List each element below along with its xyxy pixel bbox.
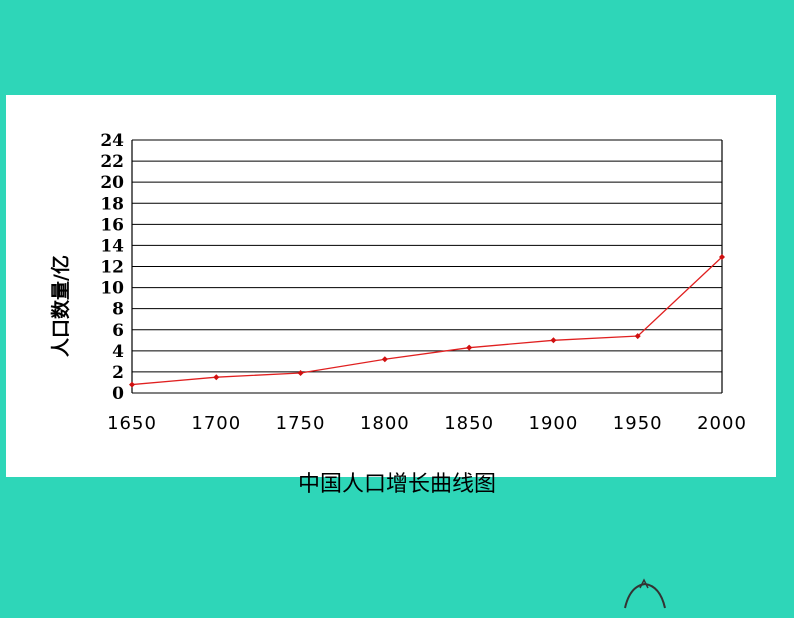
- chart-panel: 0 2 4 6 8 10 12 14 16 18 20 22 24 1650 1700 1750 1800 18…: [6, 95, 776, 477]
- data-point: [634, 333, 641, 340]
- data-point: [129, 381, 135, 388]
- x-tick-label: 1850: [444, 413, 494, 434]
- y-tick-label: 10: [100, 279, 124, 299]
- y-tick-label: 2: [112, 363, 124, 383]
- y-tick-label: 18: [100, 194, 124, 214]
- y-tick-label: 22: [100, 152, 124, 172]
- data-point: [550, 337, 557, 344]
- data-point: [381, 356, 388, 363]
- x-tick-label: 2000: [697, 413, 747, 434]
- data-point: [466, 344, 473, 351]
- data-point: [213, 374, 220, 381]
- partial-decoration-icon: [624, 578, 666, 609]
- y-tick-label: 20: [100, 173, 124, 193]
- y-tick-label: 8: [112, 300, 124, 320]
- y-tick-label: 16: [100, 215, 124, 235]
- data-point: [719, 254, 725, 261]
- y-tick-label: 0: [112, 384, 124, 404]
- x-tick-label: 1750: [276, 413, 326, 434]
- x-tick-label: 1700: [191, 413, 241, 434]
- x-tick-labels: 1650 1700 1750 1800 1850 1900 1950 2000: [107, 413, 747, 434]
- x-tick-label: 1650: [107, 413, 157, 434]
- y-axis-label: 人口数量/亿: [49, 255, 72, 357]
- series-line: [131, 256, 723, 386]
- y-tick-label: 14: [100, 236, 124, 256]
- y-tick-label: 4: [112, 342, 124, 362]
- data-point: [297, 369, 304, 376]
- x-tick-label: 1950: [613, 413, 663, 434]
- y-tick-label: 6: [112, 321, 124, 341]
- grid-lines: [131, 139, 723, 394]
- chart-title: 中国人口增长曲线图: [297, 472, 496, 497]
- x-tick-label: 1800: [360, 413, 410, 434]
- y-tick-label: 24: [100, 131, 124, 151]
- series-line-group: [129, 254, 725, 388]
- x-tick-label: 1900: [529, 413, 579, 434]
- y-tick-label: 12: [100, 258, 124, 278]
